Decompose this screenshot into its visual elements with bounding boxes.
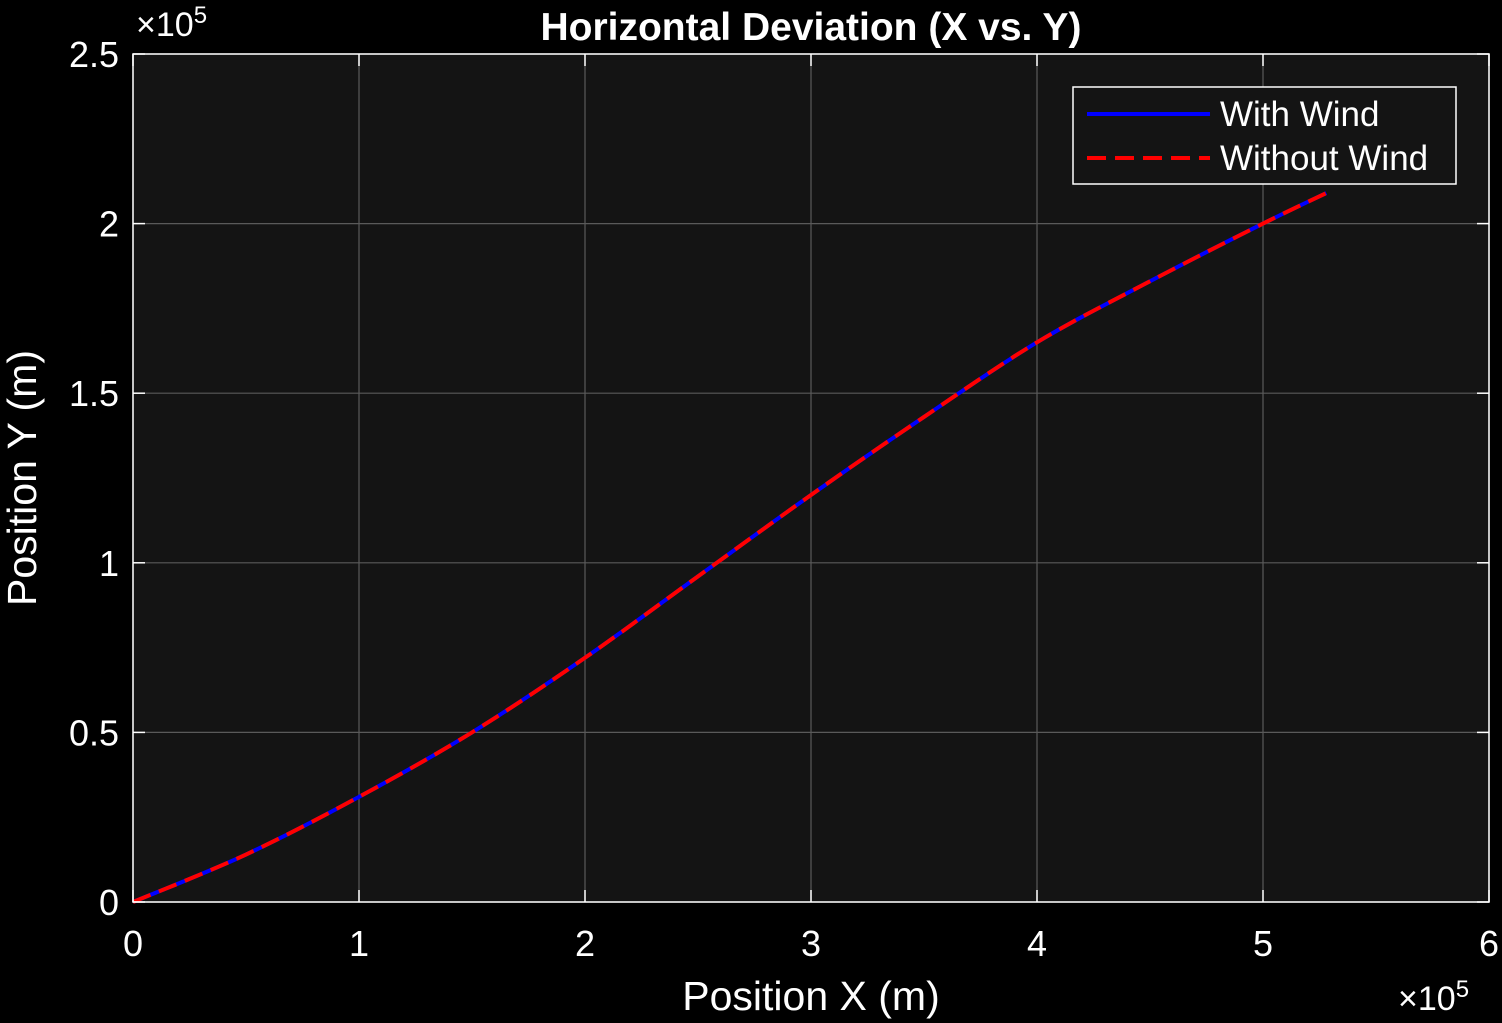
y-tick-label: 1 [99,543,119,584]
ticks: 0 1 2 3 4 5 6 0 0.5 1 1.5 2 2.5 [69,34,1499,964]
y-tick-label: 1.5 [69,373,119,414]
legend-label-without-wind: Without Wind [1220,139,1428,178]
chart-title: Horizontal Deviation (X vs. Y) [540,6,1081,49]
y-tick-label: 0.5 [69,712,119,753]
y-tick-label: 0 [99,882,119,923]
x-tick-label: 6 [1479,923,1499,964]
series-line-without-wind [132,191,1328,904]
y-axis-label: Position Y (m) [0,350,45,606]
y-tick-label: 2.5 [69,34,119,75]
y-exponent-label: ×105 [136,2,207,44]
x-tick-label: 2 [575,923,595,964]
x-axis-label: Position X (m) [682,973,939,1019]
legend-label-with-wind: With Wind [1220,95,1379,134]
series-layer [132,191,1328,904]
x-tick-label: 0 [123,923,143,964]
y-tick-label: 2 [99,204,119,245]
x-tick-label: 3 [801,923,821,964]
legend-box [1072,86,1457,185]
x-exponent-label: ×105 [1398,976,1469,1018]
x-tick-label: 1 [349,923,369,964]
legend: With Wind Without Wind [1072,86,1457,185]
x-tick-label: 5 [1253,923,1273,964]
x-tick-label: 4 [1027,923,1047,964]
